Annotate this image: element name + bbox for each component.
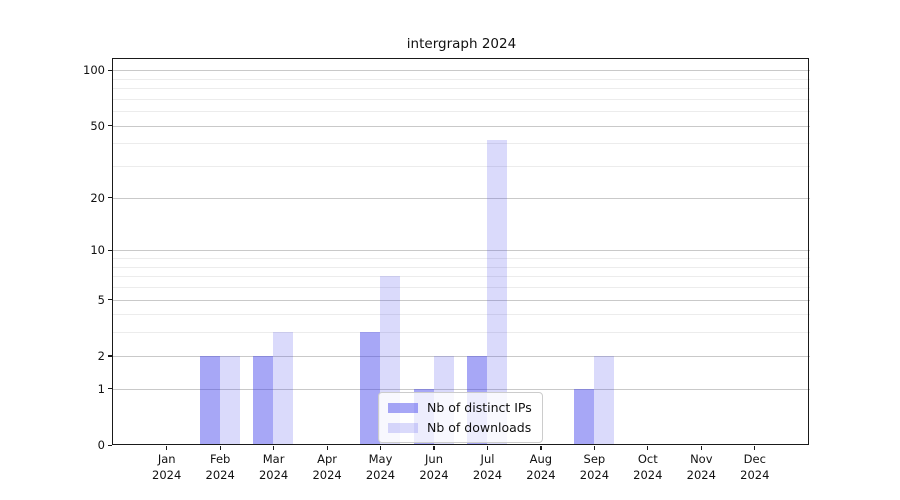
legend-item-distinct-ips: Nb of distinct IPs [388,399,532,416]
y-gridline-major [113,70,810,72]
y-tick-label: 100 [83,63,105,78]
x-tick [326,446,328,450]
y-tick-label: 10 [90,243,105,258]
chart-title: intergraph 2024 [406,36,517,52]
y-gridline-minor [113,266,810,268]
bar-distinct-ips-mar [253,355,274,445]
y-tick [108,299,112,301]
y-gridline-minor [113,111,810,113]
y-tick-label: 50 [90,118,105,133]
x-tick-label: May 2024 [365,452,396,482]
y-gridline-minor [113,166,810,168]
bar-downloads-feb [219,355,240,445]
x-tick-label: Feb 2024 [205,452,235,482]
y-tick [108,69,112,71]
y-gridline-minor [113,314,810,316]
bar-distinct-ips-sep [573,388,594,445]
x-tick [273,446,275,450]
legend-label-downloads: Nb of downloads [427,420,532,435]
x-tick [700,446,702,450]
y-tick-label: 20 [90,190,105,205]
x-tick-label: Dec 2024 [740,452,770,482]
y-gridline-minor [113,332,810,334]
x-tick-label: Apr 2024 [312,452,342,482]
legend-swatch-distinct-ips-icon [388,402,418,413]
y-gridline-minor [113,88,810,90]
bar-distinct-ips-feb [199,355,220,445]
x-tick [754,446,756,450]
bar-downloads-jul [487,139,507,445]
y-tick-label: 5 [97,292,105,307]
y-gridline-major [113,388,810,390]
x-tick [166,446,168,450]
y-gridline-minor [113,287,810,288]
y-gridline-minor [113,143,810,145]
y-tick-label: 1 [97,381,105,396]
x-tick [379,446,382,450]
y-tick [108,197,112,199]
bar-downloads-sep [593,355,614,445]
y-tick [108,388,112,390]
x-tick-label: Nov 2024 [686,452,716,482]
y-gridline-major [113,355,810,357]
y-gridline-minor [113,276,810,278]
y-gridline-minor [113,78,810,80]
y-tick-label: 0 [97,438,105,452]
x-tick-label: Jan 2024 [152,452,182,482]
legend-swatch-downloads-icon [388,422,418,433]
x-tick [593,446,596,450]
x-tick-label: Jun 2024 [419,452,449,482]
y-gridline-major [113,125,810,127]
y-tick-label: 2 [97,348,105,363]
x-tick [219,446,221,450]
y-gridline-major [113,299,810,301]
y-tick [108,249,112,252]
x-tick-label: Oct 2024 [633,452,663,482]
y-tick [108,125,112,127]
x-tick [486,446,489,450]
legend-label-distinct-ips: Nb of distinct IPs [427,400,532,415]
y-gridline-major [113,197,810,199]
y-gridline-minor [113,98,810,100]
x-tick [540,446,542,450]
y-gridline-major [113,250,810,252]
x-tick-label: Jul 2024 [472,452,503,482]
x-tick [647,446,649,450]
y-gridline-minor [113,258,810,259]
x-tick-label: Mar 2024 [258,452,289,482]
x-tick-label: Aug 2024 [526,452,556,482]
x-tick [433,446,435,450]
bar-distinct-ips-may [360,332,380,445]
y-tick [108,355,112,357]
legend: Nb of distinct IPs Nb of downloads [378,392,543,443]
y-tick [108,444,112,446]
x-tick-label: Sep 2024 [579,452,610,482]
bar-downloads-mar [273,332,294,445]
legend-item-downloads: Nb of downloads [388,419,532,436]
